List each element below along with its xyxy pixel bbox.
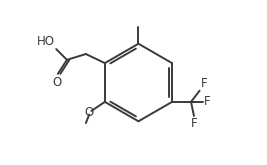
Text: F: F — [204, 95, 211, 108]
Text: F: F — [191, 117, 197, 130]
Text: O: O — [52, 76, 62, 89]
Text: O: O — [85, 106, 94, 119]
Text: F: F — [201, 77, 207, 90]
Text: HO: HO — [37, 35, 55, 48]
